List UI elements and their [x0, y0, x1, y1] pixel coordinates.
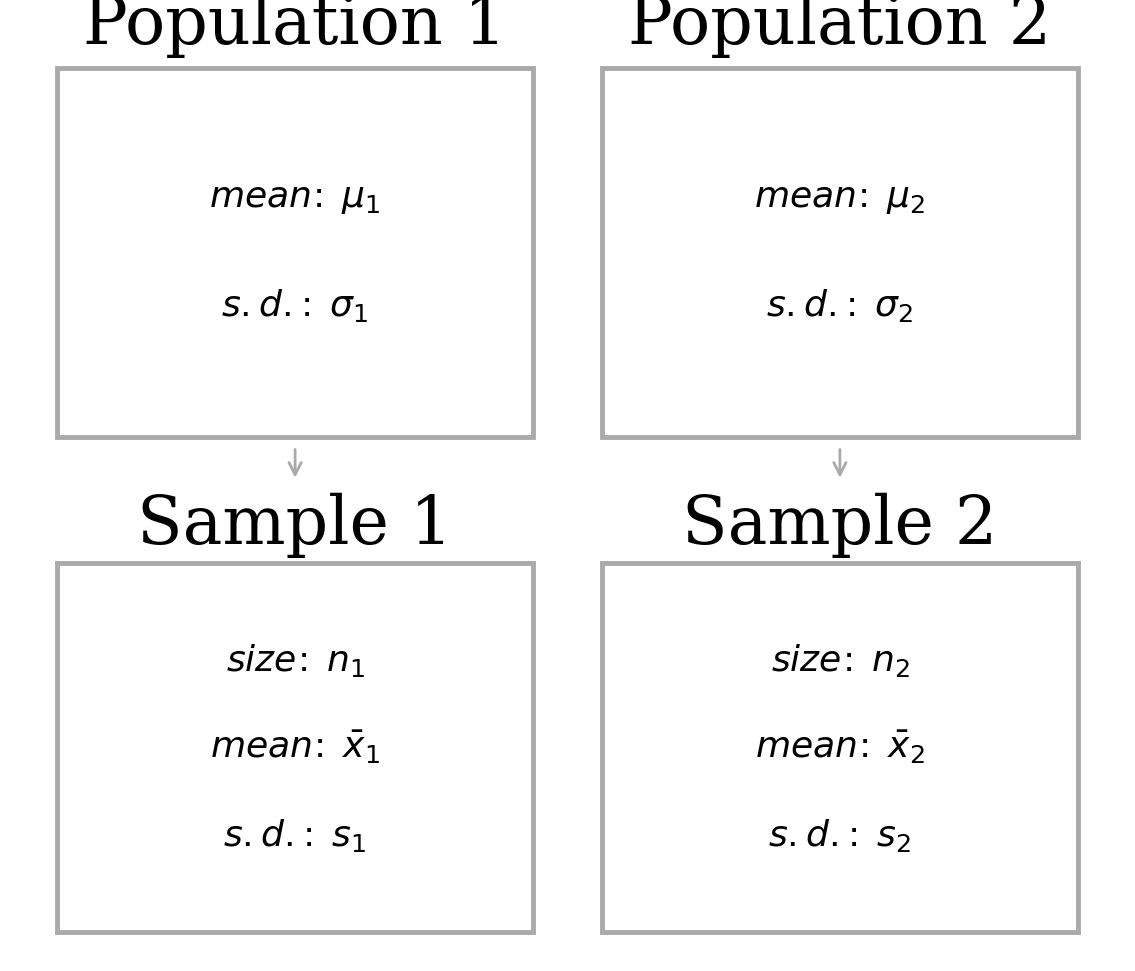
Text: $\mathit{mean}\!:\; \mu_1$: $\mathit{mean}\!:\; \mu_1$: [210, 182, 380, 217]
Text: $\mathit{size}\!:\; n_2$: $\mathit{size}\!:\; n_2$: [771, 642, 909, 679]
Text: $\mathit{s.d.}\!:\; s_2$: $\mathit{s.d.}\!:\; s_2$: [768, 817, 911, 854]
Text: $\mathit{s.d.}\!:\; \sigma_1$: $\mathit{s.d.}\!:\; \sigma_1$: [221, 287, 369, 324]
Text: $\mathit{s.d.}\!:\; s_1$: $\mathit{s.d.}\!:\; s_1$: [224, 817, 367, 854]
Bar: [57, 563, 533, 932]
Bar: [602, 68, 1078, 437]
Text: $\mathit{size}\!:\; n_1$: $\mathit{size}\!:\; n_1$: [226, 642, 364, 679]
Text: $\mathit{mean}\!:\; \mu_2$: $\mathit{mean}\!:\; \mu_2$: [755, 182, 925, 217]
Text: Population 1: Population 1: [83, 0, 507, 58]
Text: $\mathit{mean}\!:\; \bar{x}_2$: $\mathit{mean}\!:\; \bar{x}_2$: [755, 729, 925, 766]
Bar: [602, 563, 1078, 932]
Text: $\mathit{s.d.}\!:\; \sigma_2$: $\mathit{s.d.}\!:\; \sigma_2$: [766, 287, 914, 324]
Bar: [57, 68, 533, 437]
Text: $\mathit{mean}\!:\; \bar{x}_1$: $\mathit{mean}\!:\; \bar{x}_1$: [210, 729, 380, 766]
Text: Sample 2: Sample 2: [682, 493, 998, 558]
Text: Sample 1: Sample 1: [137, 493, 453, 558]
Text: Population 2: Population 2: [629, 0, 1051, 58]
